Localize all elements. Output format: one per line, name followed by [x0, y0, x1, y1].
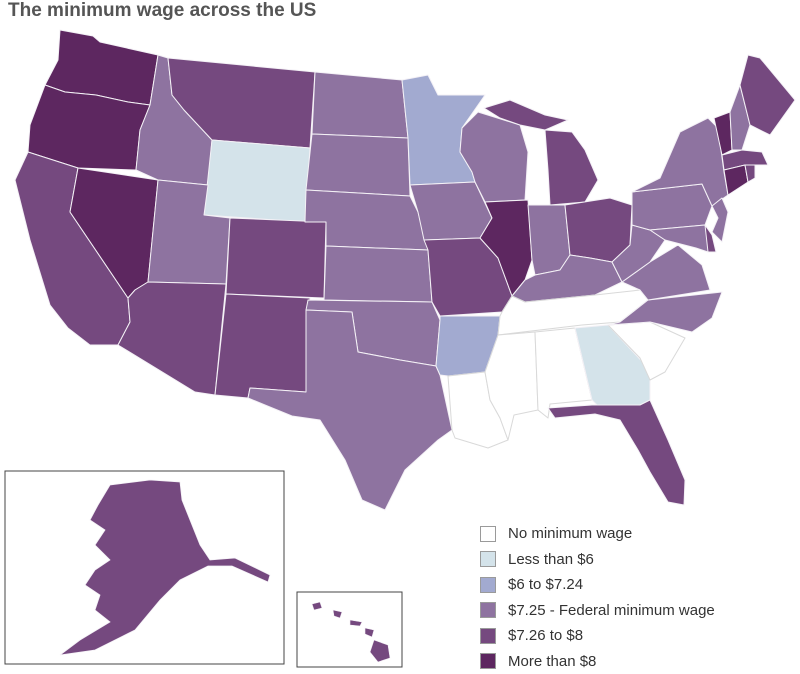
legend-label: Less than $6	[508, 551, 594, 568]
legend-swatch	[480, 526, 496, 542]
state-FL[interactable]	[548, 400, 685, 505]
state-CT[interactable]	[724, 165, 748, 195]
legend-label: No minimum wage	[508, 525, 632, 542]
legend-swatch	[480, 551, 496, 567]
state-NJ[interactable]	[712, 198, 728, 242]
legend-label: More than $8	[508, 653, 596, 670]
legend-item-federal: $7.25 - Federal minimum wage	[480, 598, 715, 624]
legend-swatch	[480, 653, 496, 669]
legend-item-no-minimum: No minimum wage	[480, 521, 715, 547]
legend-swatch	[480, 628, 496, 644]
legend-swatch	[480, 577, 496, 593]
legend-item-7-26-to-8: $7.26 to $8	[480, 623, 715, 649]
state-HI-big-island[interactable]	[370, 640, 390, 662]
state-AK[interactable]	[60, 480, 270, 655]
state-HI-oahu[interactable]	[333, 610, 342, 618]
state-HI-kauai[interactable]	[312, 602, 322, 610]
state-KS[interactable]	[324, 246, 432, 302]
state-NM[interactable]	[215, 294, 310, 398]
legend-swatch	[480, 602, 496, 618]
state-ND[interactable]	[312, 72, 408, 138]
legend-item-6-to-7-24: $6 to $7.24	[480, 572, 715, 598]
state-HI-molokai[interactable]	[350, 620, 362, 626]
legend-item-more-than-8: More than $8	[480, 649, 715, 674]
state-AZ[interactable]	[118, 282, 226, 395]
legend: No minimum wage Less than $6 $6 to $7.24…	[480, 521, 715, 674]
state-SD[interactable]	[306, 134, 410, 196]
legend-label: $7.25 - Federal minimum wage	[508, 602, 715, 619]
state-CO[interactable]	[226, 218, 326, 298]
state-MI[interactable]	[545, 130, 598, 205]
state-HI-maui[interactable]	[365, 628, 374, 637]
legend-label: $7.26 to $8	[508, 627, 583, 644]
state-WY[interactable]	[204, 140, 310, 222]
legend-item-less-than-6: Less than $6	[480, 547, 715, 573]
legend-label: $6 to $7.24	[508, 576, 583, 593]
